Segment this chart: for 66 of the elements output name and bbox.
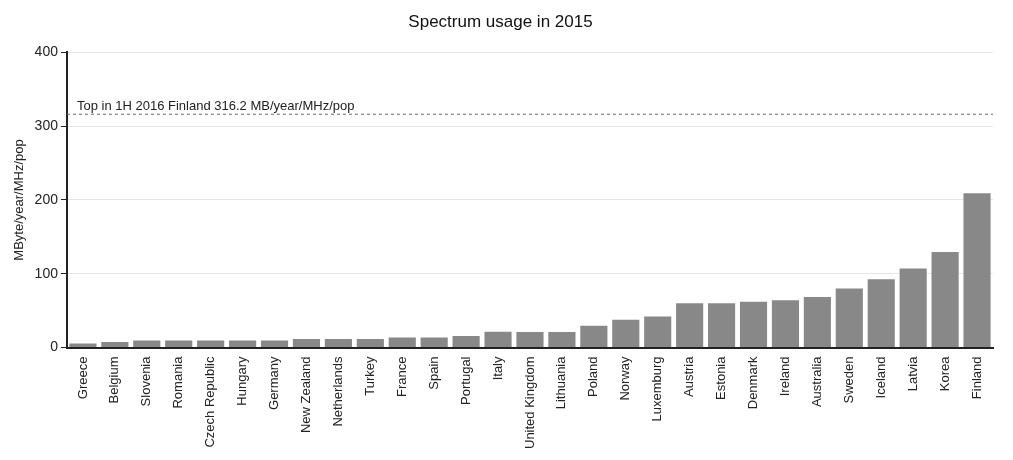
x-tick-label: Greece — [74, 356, 90, 400]
bar — [165, 340, 193, 347]
bar — [420, 337, 448, 347]
x-tick-label: Hungary — [234, 356, 250, 406]
ref-line-label: Top in 1H 2016 Finland 316.2 MB/year/MHz/pop — [76, 98, 355, 114]
bar — [197, 340, 225, 347]
bar — [867, 279, 895, 347]
x-tick-label: Denmark — [745, 356, 761, 410]
bar — [388, 337, 416, 347]
x-tick-label: Belgium — [106, 356, 122, 404]
x-tick-label: Czech Republic — [202, 356, 218, 448]
x-tick-label: Germany — [266, 356, 282, 410]
bar — [516, 332, 544, 347]
bar — [101, 341, 129, 347]
x-tick-label: Ireland — [777, 356, 793, 397]
x-tick-label: Korea — [936, 355, 952, 392]
y-tick-label: 200 — [34, 190, 59, 207]
bar — [931, 251, 959, 347]
bar — [69, 343, 97, 347]
y-axis-title: MByte/year/MHz/pop — [11, 139, 27, 261]
x-tick-label: Estonia — [713, 355, 729, 400]
x-tick-label: Norway — [617, 356, 633, 401]
x-tick-label: Iceland — [872, 356, 888, 399]
bar — [644, 316, 672, 347]
bar — [580, 325, 608, 347]
y-tick-label: 0 — [50, 338, 59, 355]
x-tick-label: New Zealand — [298, 356, 314, 434]
bar — [963, 193, 991, 347]
x-tick-label: Finland — [968, 356, 984, 400]
x-tick-label: Latvia — [904, 355, 920, 392]
x-tick-label: Netherlands — [329, 356, 345, 427]
bar — [356, 339, 384, 347]
x-tick-label: Sweden — [840, 356, 856, 404]
bar — [803, 296, 831, 347]
bar — [771, 300, 800, 347]
x-tick-label: Spain — [425, 356, 441, 390]
bar — [260, 340, 289, 347]
x-tick-label: Luxemburg — [649, 356, 665, 422]
y-tick-label: 300 — [34, 117, 59, 134]
x-tick-label: Turkey — [361, 356, 377, 396]
bar — [133, 340, 161, 347]
x-tick-label: Portugal — [457, 356, 473, 405]
bar — [484, 331, 512, 347]
x-tick-label: Lithuania — [553, 355, 569, 410]
x-tick-label: Romania — [170, 355, 186, 409]
bar — [452, 336, 480, 347]
bar — [548, 332, 576, 347]
x-tick-label: Italy — [489, 356, 505, 381]
x-tick-label: United Kingdom — [521, 356, 537, 449]
bar — [292, 339, 321, 347]
bar — [708, 303, 736, 347]
bar — [899, 268, 927, 347]
bar — [739, 301, 768, 347]
chart-title: Spectrum usage in 2015 — [408, 11, 593, 31]
y-tick-label: 100 — [34, 264, 59, 281]
x-tick-label: Slovenia — [138, 355, 154, 407]
bar — [835, 288, 863, 347]
y-tick-label: 400 — [34, 43, 59, 60]
bar — [612, 319, 640, 347]
x-tick-label: France — [393, 356, 409, 397]
x-tick-label: Poland — [585, 356, 601, 397]
x-tick-label: Austria — [681, 355, 697, 397]
x-tick-label: Australia — [808, 355, 824, 408]
bar — [229, 340, 257, 347]
bar — [676, 303, 704, 347]
bar — [324, 339, 352, 347]
